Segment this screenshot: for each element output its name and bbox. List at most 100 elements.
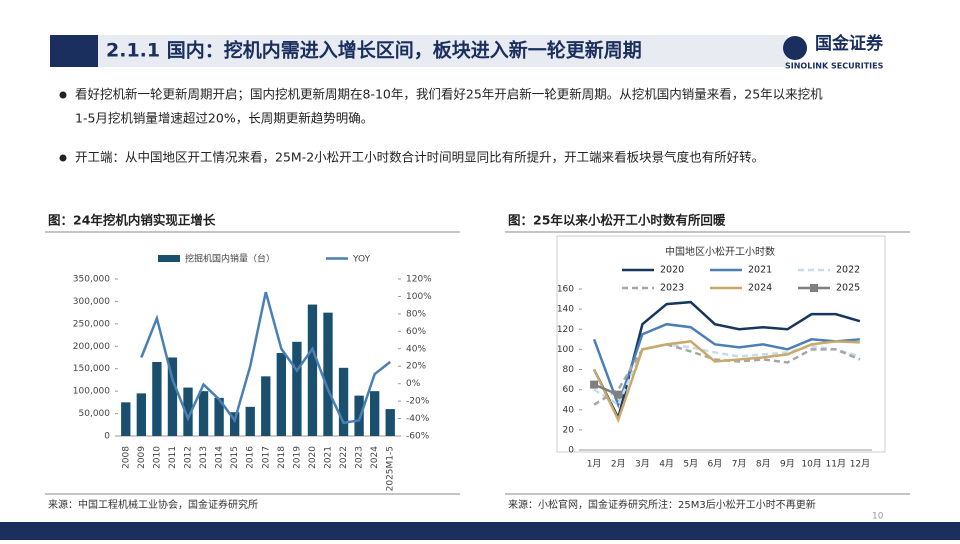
bar xyxy=(245,406,255,436)
legend-marker xyxy=(810,284,818,292)
x-tick-label: 2014 xyxy=(215,446,225,469)
y-tick-label: 80 xyxy=(563,365,575,375)
x-tick-label: 10月 xyxy=(801,459,821,470)
x-tick-label: 2012 xyxy=(184,446,194,469)
bullet-dot xyxy=(59,154,67,162)
series-line xyxy=(593,383,619,396)
x-tick-label: 2月 xyxy=(611,459,626,470)
marker xyxy=(614,390,623,399)
y2-tick-label: 0% xyxy=(406,379,421,389)
plot-frame xyxy=(556,235,886,453)
x-tick-label: 2024 xyxy=(370,446,380,469)
legend-label: 2023 xyxy=(660,283,684,294)
x-tick-label: 2016 xyxy=(246,446,256,469)
x-tick-label: 2017 xyxy=(261,446,271,469)
x-tick-label: 2008 xyxy=(121,446,131,469)
plot-title: 中国地区小松开工小时数 xyxy=(665,245,775,258)
legend-label: 2020 xyxy=(660,265,684,276)
footer-band xyxy=(0,522,960,540)
y2-tick-label: 120% xyxy=(406,275,432,285)
y-tick-label: 0 xyxy=(104,432,110,442)
x-tick-label: 9月 xyxy=(780,459,795,470)
bullet: 看好挖机新一轮更新周期开启；国内挖机更新周期在8-10年，我们看好25年开启新一… xyxy=(75,87,823,102)
y2-tick-label: -60% xyxy=(406,432,430,442)
y-tick-label: 150,000 xyxy=(73,364,110,374)
legend-label: YOY xyxy=(352,255,371,265)
series-line xyxy=(593,343,861,407)
y-tick-label: 40 xyxy=(563,405,575,415)
x-tick-label: 12月 xyxy=(850,459,870,470)
x-tick-label: 11月 xyxy=(826,459,846,470)
legend-label: 2021 xyxy=(748,265,772,276)
logo-icon xyxy=(783,36,807,60)
bar xyxy=(167,357,178,436)
legend-label: 2024 xyxy=(748,283,772,294)
x-tick-label: 2013 xyxy=(199,446,209,469)
logo-cn: 国金证券 xyxy=(815,33,884,54)
bar xyxy=(261,376,271,436)
y-tick-label: 20 xyxy=(563,425,575,435)
bar xyxy=(385,409,395,436)
y-tick-label: 200,000 xyxy=(73,342,110,352)
y-tick-label: 160 xyxy=(557,285,574,295)
bar xyxy=(370,391,380,436)
x-tick-label: 2009 xyxy=(137,446,147,469)
y-tick-label: 300,000 xyxy=(73,297,110,307)
series-line xyxy=(140,291,391,425)
bar xyxy=(338,367,349,436)
y2-tick-label: 40% xyxy=(406,344,426,354)
legend-swatch xyxy=(158,255,180,262)
x-tick-label: 2010 xyxy=(152,446,162,469)
x-tick-label: 2018 xyxy=(277,446,287,469)
x-tick-label: 8月 xyxy=(756,459,771,470)
series-line xyxy=(592,340,860,424)
bar xyxy=(121,402,131,436)
y2-tick-label: 100% xyxy=(406,292,432,302)
bar xyxy=(230,412,240,436)
header-band xyxy=(98,35,788,67)
series-line xyxy=(592,322,861,409)
bar xyxy=(292,341,302,436)
x-tick-label: 1月 xyxy=(587,459,602,470)
y-tick-label: 120 xyxy=(557,325,574,335)
x-tick-label: 6月 xyxy=(708,459,723,470)
y-tick-label: 140 xyxy=(557,305,574,315)
x-tick-label: 2015 xyxy=(230,446,240,469)
slide-title: 2.1.1 国内：挖机内需进入增长区间，板块进入新一轮更新周期 xyxy=(106,39,642,62)
bar xyxy=(152,361,162,436)
x-tick-label: 2020 xyxy=(308,446,318,469)
bar xyxy=(136,393,146,436)
x-tick-label: 3月 xyxy=(635,459,650,470)
chart-title: 图：25年以来小松开工小时数有所回暖 xyxy=(508,213,726,228)
bullet: 开工端：从中国地区开工情况来看，25M-2小松开工小时数合计时间明显同比有所提升… xyxy=(75,150,764,165)
x-tick-label: 7月 xyxy=(732,459,747,470)
bar xyxy=(307,304,318,436)
chart-title: 图：24年挖机内销实现正增长 xyxy=(48,213,216,228)
bar xyxy=(183,387,193,436)
y-tick-label: 350,000 xyxy=(73,275,110,285)
bullet-dot xyxy=(59,91,67,99)
bar xyxy=(276,353,286,436)
source: 来源：小松官网，国金证券研究所注：25M3后小松开工小时不再更新 xyxy=(508,498,816,511)
source: 来源：中国工程机械工业协会，国金证券研究所 xyxy=(48,498,258,511)
x-tick-label: 2011 xyxy=(168,446,178,469)
x-tick-label: 5月 xyxy=(683,459,698,470)
y-tick-label: 100,000 xyxy=(73,387,110,397)
bar xyxy=(214,397,224,436)
marker xyxy=(590,380,599,389)
x-tick-label: 2019 xyxy=(292,446,302,469)
legend-label: 2022 xyxy=(836,265,860,276)
page-number: 10 xyxy=(872,512,884,522)
x-tick-label: 2025M1-5 xyxy=(386,446,396,491)
y-tick-label: 60 xyxy=(563,385,575,395)
bullet: 1-5月挖机销量增速超过20%，长周期更新趋势明确。 xyxy=(75,111,373,126)
logo-en: SINOLINK SECURITIES xyxy=(785,62,884,71)
y-tick-label: 100 xyxy=(557,345,574,355)
x-tick-label: 4月 xyxy=(659,459,674,470)
series-line xyxy=(592,300,861,422)
header-block xyxy=(50,35,98,67)
y2-tick-label: -40% xyxy=(406,414,430,424)
legend-label: 2025 xyxy=(836,283,860,294)
